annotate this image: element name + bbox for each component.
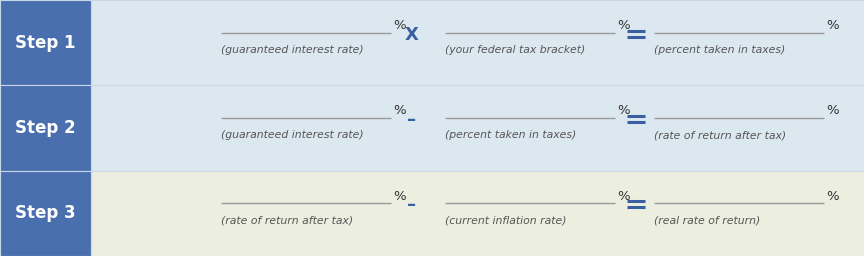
- Text: (rate of return after tax): (rate of return after tax): [654, 130, 786, 140]
- Text: (current inflation rate): (current inflation rate): [445, 215, 567, 225]
- Text: (your federal tax bracket): (your federal tax bracket): [445, 45, 586, 55]
- Text: %: %: [826, 104, 839, 118]
- Text: (real rate of return): (real rate of return): [654, 215, 760, 225]
- Text: (percent taken in taxes): (percent taken in taxes): [445, 130, 576, 140]
- Text: %: %: [826, 19, 839, 32]
- Text: Step 1: Step 1: [15, 34, 76, 52]
- Bar: [0, 0, 91, 85]
- Text: Step 2: Step 2: [15, 119, 76, 137]
- Text: %: %: [618, 190, 630, 203]
- Text: –: –: [407, 196, 416, 214]
- Bar: [91, 171, 864, 256]
- Bar: [0, 85, 91, 171]
- Bar: [0, 171, 91, 256]
- Text: (rate of return after tax): (rate of return after tax): [221, 215, 353, 225]
- Text: %: %: [393, 19, 406, 32]
- Text: %: %: [393, 190, 406, 203]
- Text: %: %: [393, 104, 406, 118]
- Text: (guaranteed interest rate): (guaranteed interest rate): [221, 130, 364, 140]
- Text: %: %: [618, 104, 630, 118]
- Text: (percent taken in taxes): (percent taken in taxes): [654, 45, 785, 55]
- Text: (guaranteed interest rate): (guaranteed interest rate): [221, 45, 364, 55]
- Bar: [91, 0, 864, 85]
- Text: Step 3: Step 3: [15, 204, 76, 222]
- Bar: [91, 85, 864, 171]
- Text: %: %: [618, 19, 630, 32]
- Text: –: –: [407, 111, 416, 129]
- Text: X: X: [404, 26, 418, 44]
- Text: %: %: [826, 190, 839, 203]
